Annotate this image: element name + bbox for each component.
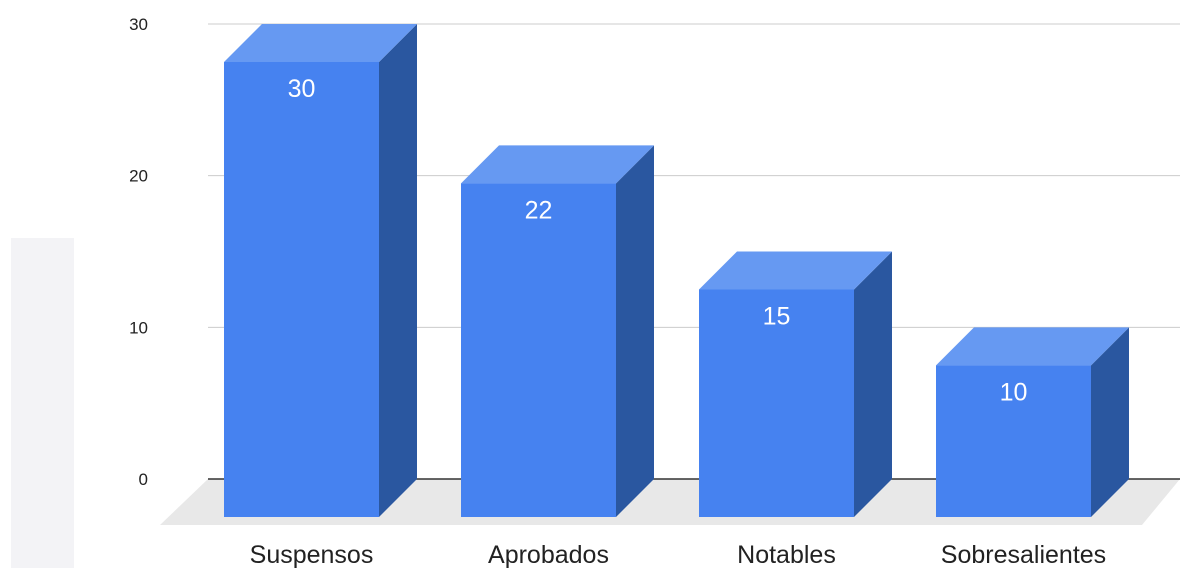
bar [224,24,417,517]
bar-front-face [461,183,616,518]
bar-front-face [699,289,854,517]
bar-data-label: 30 [288,75,316,103]
bar [461,145,654,518]
bar-data-label: 15 [763,303,791,331]
y-tick-label: 0 [139,470,148,489]
bar-top-face [224,24,417,62]
bar-data-label: 10 [1000,378,1028,406]
bar-top-face [461,145,654,184]
y-tick-label: 30 [129,15,148,34]
x-category-label: Aprobados [488,541,609,569]
x-category-label: Sobresalientes [941,541,1106,569]
legend-placeholder-panel [11,238,74,568]
bar-data-label: 22 [525,196,553,224]
bar-side-face [616,145,654,518]
bar-top-face [936,327,1129,366]
bar [936,327,1129,517]
bar-front-face [936,365,1091,517]
bar-side-face [379,24,417,517]
bar-top-face [699,251,892,290]
bar-side-face [854,251,892,517]
bar-side-face [1091,327,1129,517]
x-category-label: Notables [737,541,836,569]
chart-floor [160,479,1180,525]
bar-front-face [224,62,379,517]
x-category-label: Suspensos [250,541,374,569]
y-tick-label: 10 [129,318,148,337]
bar [699,251,892,517]
y-tick-label: 20 [129,167,148,186]
